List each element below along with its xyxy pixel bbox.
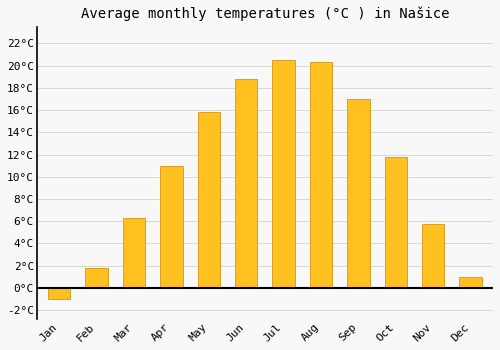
Bar <box>86 268 108 288</box>
Bar <box>347 99 370 288</box>
Bar <box>422 224 444 288</box>
Bar <box>310 62 332 288</box>
Bar <box>272 60 295 288</box>
Bar <box>460 277 482 288</box>
Title: Average monthly temperatures (°C ) in Našice: Average monthly temperatures (°C ) in Na… <box>80 7 449 21</box>
Bar <box>235 79 258 288</box>
Bar <box>384 157 407 288</box>
Bar <box>198 112 220 288</box>
Bar <box>48 288 70 299</box>
Bar <box>123 218 145 288</box>
Bar <box>160 166 182 288</box>
